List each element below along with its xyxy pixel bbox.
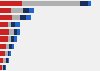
Bar (8, 58, 9, 63)
Bar (11, 8, 23, 13)
Bar (12, 44, 14, 49)
Bar (26, 15, 31, 20)
Bar (0, 8, 11, 13)
Bar (9, 51, 11, 56)
Bar (80, 1, 88, 6)
Bar (3, 58, 6, 63)
Bar (0, 36, 8, 42)
Bar (14, 29, 17, 35)
Bar (23, 8, 29, 13)
Bar (11, 22, 15, 27)
Bar (5, 51, 8, 56)
Bar (8, 36, 11, 42)
Bar (15, 22, 20, 27)
Bar (0, 1, 22, 6)
Bar (20, 15, 26, 20)
Bar (17, 29, 20, 35)
Bar (5, 65, 6, 70)
Bar (11, 36, 14, 42)
Bar (6, 44, 9, 49)
Bar (0, 22, 8, 27)
Bar (9, 29, 14, 35)
Bar (6, 58, 8, 63)
Bar (0, 65, 2, 70)
Bar (0, 15, 12, 20)
Bar (8, 22, 11, 27)
Bar (29, 8, 34, 13)
Bar (12, 15, 20, 20)
Bar (0, 51, 5, 56)
Bar (2, 65, 3, 70)
Bar (14, 36, 17, 42)
Bar (0, 44, 6, 49)
Bar (0, 29, 9, 35)
Bar (3, 65, 5, 70)
Bar (22, 1, 80, 6)
Bar (9, 44, 12, 49)
Bar (8, 51, 9, 56)
Bar (0, 58, 3, 63)
Bar (88, 1, 91, 6)
